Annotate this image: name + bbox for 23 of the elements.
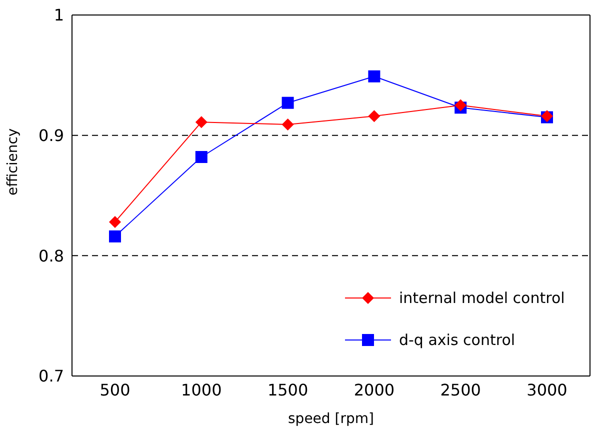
x-tick-label: 1500 (267, 380, 308, 400)
y-tick-label: 0.7 (38, 366, 64, 386)
point (368, 70, 380, 82)
x-tick-label: 1000 (181, 380, 222, 400)
point (109, 216, 121, 228)
point (282, 118, 294, 131)
point (454, 99, 467, 112)
legend-label: internal model control (399, 289, 565, 307)
x-tick-label: 2500 (440, 380, 481, 400)
legend-label: d-q axis control (399, 331, 516, 349)
y-tick-label: 0.9 (38, 126, 64, 146)
y-tick-label: 1 (54, 6, 64, 25)
point (195, 116, 208, 128)
x-tick-label: 3000 (526, 380, 568, 400)
y-tick-label: 0.8 (38, 246, 64, 266)
point (368, 110, 380, 122)
x-tick-label: 500 (100, 380, 130, 400)
point (109, 230, 121, 242)
point (195, 150, 208, 163)
y-axis-title: efficiency (4, 128, 21, 196)
point (282, 96, 294, 109)
x-tick-label: 2000 (354, 380, 395, 400)
x-axis-title: speed [rpm] (288, 411, 374, 427)
